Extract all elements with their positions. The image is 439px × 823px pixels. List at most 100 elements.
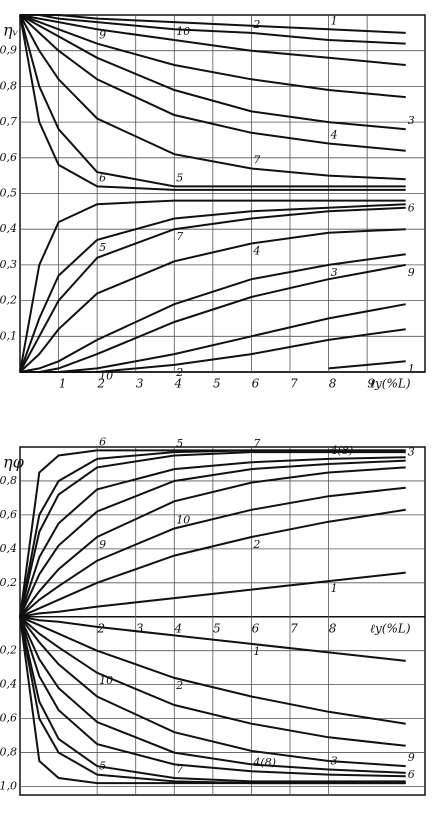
curve-label: 2 — [175, 366, 183, 379]
y-tick-label: - 0,4 — [0, 678, 17, 691]
curve-label: 5 — [99, 241, 106, 254]
curve — [328, 360, 406, 370]
x-tick-label: 1 — [59, 377, 67, 391]
x-tick-label: 5 — [213, 621, 221, 635]
curve-label: 10 — [99, 369, 113, 382]
curve — [19, 615, 406, 662]
curve — [19, 571, 406, 618]
curve — [19, 14, 406, 181]
curve-label: 1 — [331, 582, 338, 595]
curve-label: 6 — [408, 202, 415, 215]
x-tick-label: 6 — [252, 377, 260, 391]
curve-label: 2 — [252, 18, 260, 31]
curve-label: 4 — [252, 244, 260, 257]
curve — [19, 14, 406, 152]
curve — [19, 199, 406, 373]
curve-label: 6 — [408, 768, 415, 781]
curve — [19, 206, 406, 373]
curve-label: 7 — [253, 437, 260, 450]
curve-label: 10 — [176, 513, 190, 526]
x-tick-label: 9 — [367, 377, 375, 391]
curve-label: 7 — [176, 230, 183, 243]
x-tick-label: 3 — [136, 377, 144, 391]
y-tick-label: 0,2 — [0, 576, 17, 589]
x-tick-label: 4 — [173, 377, 182, 391]
y-tick-label: 0,6 — [0, 508, 17, 521]
curve-label: 3 — [408, 114, 415, 127]
curve — [19, 451, 406, 618]
y-tick-label: -1,0 — [0, 780, 17, 793]
curve-label: 10 — [176, 25, 190, 38]
x-axis-label: ℓy(%L) — [370, 621, 411, 635]
y-tick-label: 0,4 — [0, 222, 17, 235]
curve — [19, 14, 406, 131]
y-tick-label: 0,9 — [0, 44, 17, 57]
curve — [19, 486, 406, 618]
curve-label: 1 — [331, 14, 338, 27]
curve — [19, 466, 406, 618]
curve — [19, 616, 406, 778]
x-tick-label: 6 — [252, 621, 260, 635]
x-tick-label: 7 — [290, 377, 298, 391]
curve — [19, 616, 406, 783]
x-axis-label: ℓy(%L) — [370, 377, 411, 391]
curve-label: 2 — [252, 538, 260, 551]
x-tick-label: 2 — [96, 377, 105, 391]
y-tick-label: - 0,2 — [0, 644, 17, 657]
curve — [19, 14, 406, 99]
curve-label: 7 — [176, 763, 183, 776]
curve — [19, 203, 406, 373]
y-tick-label: - 0,8 — [0, 746, 17, 759]
plot-frame — [19, 446, 426, 796]
curve — [19, 449, 406, 617]
y-axis-label: ηᵥ — [3, 21, 19, 40]
curve-label: 9 — [408, 751, 415, 764]
curve-label: 5 — [176, 171, 183, 184]
y-tick-label: 0,6 — [0, 151, 17, 164]
curve — [19, 456, 406, 618]
curve — [19, 14, 406, 188]
y-tick-label: 0,1 — [0, 329, 17, 342]
y-axis-label: ηφ — [3, 453, 25, 472]
curve — [19, 616, 406, 768]
curve-label: 3 — [408, 446, 415, 459]
curve-label: 6 — [99, 171, 106, 184]
curve — [19, 615, 406, 725]
curve — [19, 508, 406, 618]
curve-label: 5 — [176, 437, 183, 450]
curve-label: 1 — [408, 362, 415, 375]
curve — [19, 459, 406, 618]
curve-label: 9 — [408, 266, 415, 279]
curve — [20, 328, 406, 373]
y-tick-label: 0,2 — [0, 294, 17, 307]
y-tick-label: 0,5 — [0, 187, 17, 200]
curve-label: 4(8) — [252, 756, 276, 769]
curve-label: 4 — [330, 129, 338, 142]
y-tick-label: 0,8 — [0, 79, 17, 92]
x-tick-label: 5 — [213, 377, 221, 391]
curve — [19, 14, 406, 191]
y-tick-label: 0,4 — [0, 542, 17, 555]
curve-label: 9 — [99, 538, 106, 551]
curve-label: 7 — [253, 154, 260, 167]
curve — [19, 616, 406, 747]
curve-label: 4(8) — [330, 444, 354, 457]
y-tick-label: 0,8 — [0, 474, 17, 487]
curve-label: 3 — [331, 266, 338, 279]
y-tick-label: 0,3 — [0, 258, 17, 271]
y-tick-label: 0,7 — [0, 115, 17, 128]
curve-label: 1 — [253, 645, 260, 658]
curve — [20, 14, 406, 34]
x-tick-label: 7 — [290, 621, 298, 635]
curve-label: 9 — [99, 29, 106, 42]
curve — [19, 253, 406, 373]
curve-label: 2 — [175, 679, 183, 692]
x-tick-label: 4 — [173, 621, 182, 635]
curve — [19, 228, 406, 373]
x-tick-label: 8 — [329, 377, 337, 391]
x-tick-label: 3 — [136, 621, 144, 635]
curve — [19, 14, 406, 66]
curve-label: 10 — [99, 674, 113, 687]
y-tick-label: - 0,6 — [0, 712, 17, 725]
